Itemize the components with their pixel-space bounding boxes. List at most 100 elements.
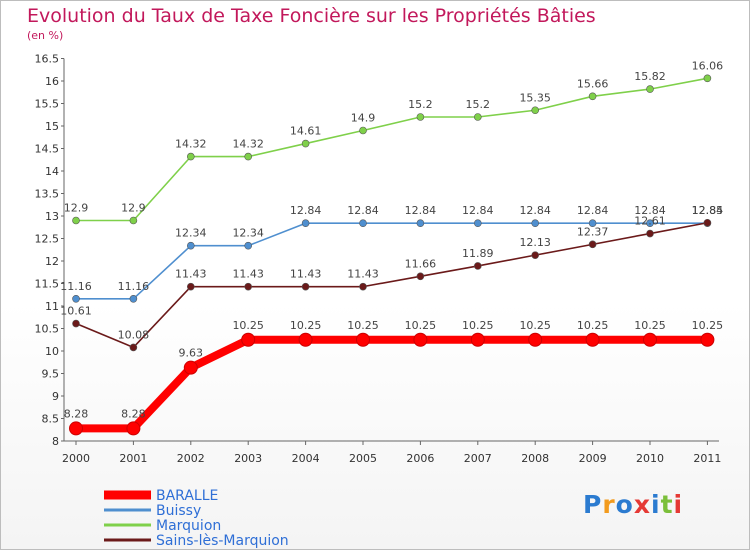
y-tick-label: 8 (52, 435, 59, 448)
y-tick-label: 13 (45, 210, 59, 223)
data-label: 12.37 (577, 225, 609, 238)
x-tick-label: 2000 (62, 452, 90, 465)
data-point (183, 360, 198, 375)
data-point (700, 332, 715, 347)
y-tick-label: 13.5 (35, 188, 60, 201)
data-label: 11.43 (175, 268, 207, 281)
x-tick-label: 2001 (119, 452, 147, 465)
y-tick-label: 14.5 (35, 143, 60, 156)
data-point (473, 219, 482, 227)
data-point (301, 282, 310, 291)
data-point (470, 332, 485, 347)
data-point (69, 421, 83, 436)
y-tick-label: 11 (45, 300, 59, 313)
legend-label: Buissy (156, 503, 201, 519)
data-label: 14.32 (232, 138, 264, 151)
data-label: 15.2 (408, 98, 433, 111)
data-label: 12.84 (577, 204, 609, 217)
data-label: 12.84 (405, 204, 437, 217)
data-point (703, 74, 712, 83)
data-label: 14.32 (175, 138, 207, 151)
data-label: 10.25 (290, 319, 322, 332)
x-tick-label: 2010 (636, 452, 664, 465)
y-tick-label: 12 (45, 255, 59, 268)
data-label: 15.2 (466, 98, 491, 111)
data-label: 12.84 (519, 204, 551, 217)
data-label: 11.43 (347, 268, 379, 281)
data-point (588, 92, 597, 101)
data-label: 12.34 (175, 227, 207, 240)
proxiti-logo: Proxiti (583, 490, 684, 519)
data-point (588, 240, 597, 249)
data-point (244, 241, 252, 250)
data-label: 10.25 (232, 319, 264, 332)
data-label: 10.61 (60, 305, 92, 318)
data-point (585, 332, 600, 347)
x-tick-label: 2004 (292, 452, 320, 465)
x-tick-label: 2007 (464, 452, 492, 465)
data-point (301, 139, 310, 148)
series-line-baralle (72, 335, 712, 433)
y-tick-label: 10 (45, 345, 59, 358)
data-point (473, 262, 482, 270)
data-label: 12.13 (519, 236, 551, 249)
y-tick-label: 15.5 (35, 98, 60, 111)
y-tick-label: 16 (45, 75, 59, 88)
data-label: 10.25 (462, 319, 494, 332)
data-point (301, 219, 310, 227)
data-point (359, 219, 367, 227)
data-label: 16.06 (692, 59, 724, 72)
data-point (588, 219, 597, 227)
data-point (413, 332, 428, 347)
data-point (72, 319, 80, 328)
data-point (244, 282, 252, 291)
legend-label: Sains-lès-Marquion (156, 533, 289, 549)
data-point (646, 219, 654, 227)
data-point (359, 126, 367, 135)
data-label: 12.9 (121, 202, 146, 215)
data-point (646, 229, 654, 238)
y-tick-label: 8.5 (42, 413, 60, 426)
data-point (703, 218, 712, 227)
data-label: 8.28 (64, 407, 89, 420)
data-label: 10.25 (347, 319, 379, 332)
y-tick-label: 15 (45, 120, 59, 133)
data-point (129, 294, 138, 303)
data-point (416, 113, 425, 121)
data-label: 15.66 (577, 77, 609, 90)
data-point (129, 343, 138, 352)
chart-title: Evolution du Taux de Taxe Foncière sur l… (27, 5, 596, 27)
data-label: 11.16 (118, 280, 150, 293)
data-label: 11.66 (405, 257, 437, 270)
unit-label: (en %) (27, 29, 64, 42)
y-tick-label: 12.5 (35, 233, 60, 246)
data-label: 12.34 (232, 227, 264, 240)
x-tick-label: 2006 (406, 452, 434, 465)
data-point (646, 85, 654, 93)
x-tick-label: 2005 (349, 452, 377, 465)
x-tick-label: 2003 (234, 452, 262, 465)
x-tick-label: 2011 (693, 452, 721, 465)
data-label: 12.85 (692, 204, 724, 217)
data-label: 11.16 (60, 280, 92, 293)
data-label: 14.9 (351, 112, 376, 125)
data-point (187, 152, 195, 161)
data-label: 9.63 (179, 347, 204, 360)
data-label: 15.35 (519, 91, 551, 104)
data-point (528, 332, 543, 347)
data-label: 10.08 (118, 328, 150, 341)
y-tick-label: 10.5 (35, 323, 60, 336)
data-point (531, 106, 540, 115)
data-label: 10.25 (634, 319, 666, 332)
data-point (244, 152, 252, 161)
data-label: 11.43 (232, 268, 264, 281)
data-label: 12.84 (347, 204, 379, 217)
x-tick-label: 2002 (177, 452, 205, 465)
data-label: 8.28 (121, 407, 146, 420)
data-label: 11.43 (290, 268, 322, 281)
data-point (72, 216, 80, 225)
data-point (531, 251, 540, 259)
x-tick-label: 2009 (579, 452, 607, 465)
data-point (416, 272, 425, 281)
